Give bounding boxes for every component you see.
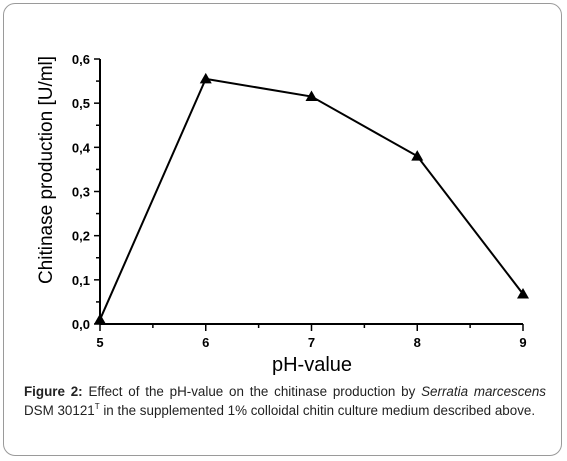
x-tick-label: 6 — [202, 335, 209, 350]
x-tick-label: 8 — [414, 335, 421, 350]
data-point-marker — [411, 150, 424, 161]
caption-text-3: in the supplemented 1% colloidal chitin … — [99, 403, 536, 418]
y-tick-label: 0,1 — [72, 273, 90, 288]
y-tick-label: 0,0 — [72, 317, 90, 332]
y-tick-label: 0,2 — [72, 229, 90, 244]
caption-text-2: DSM 30121 — [24, 403, 95, 418]
figure-caption: Figure 2: Effect of the pH-value on the … — [24, 382, 546, 420]
caption-text-1: Effect of the pH-value on the chitinase … — [82, 384, 422, 399]
data-point-marker — [305, 90, 318, 102]
y-axis-label: Chitinase production [U/ml] — [36, 56, 57, 284]
caption-organism: Serratia marcescens — [421, 384, 547, 399]
data-point-marker — [199, 72, 212, 84]
series-line — [99, 77, 524, 320]
y-tick-label: 0,6 — [72, 52, 90, 67]
x-tick-label: 5 — [96, 335, 103, 350]
y-tick-label: 0,5 — [72, 96, 90, 111]
chart-axes: 0,0 0,1 0,2 0,3 0,4 0,5 0,6 5 6 7 8 9 — [72, 52, 527, 350]
caption-label: Figure 2: — [24, 384, 83, 399]
chart-marks — [94, 72, 529, 325]
x-tick-label: 9 — [519, 335, 526, 350]
chitinase-ph-chart: 0,0 0,1 0,2 0,3 0,4 0,5 0,6 5 6 7 8 9 Chitinase pro… — [36, 52, 529, 376]
caption-superscript: T — [94, 402, 100, 411]
y-tick-label: 0,3 — [72, 185, 90, 200]
figure-frame — [3, 3, 562, 456]
y-tick-label: 0,4 — [72, 140, 91, 155]
x-tick-label: 7 — [308, 335, 315, 350]
data-point-marker — [517, 287, 529, 299]
x-axis-label: pH-value — [272, 354, 352, 376]
data-point-marker — [94, 313, 106, 325]
